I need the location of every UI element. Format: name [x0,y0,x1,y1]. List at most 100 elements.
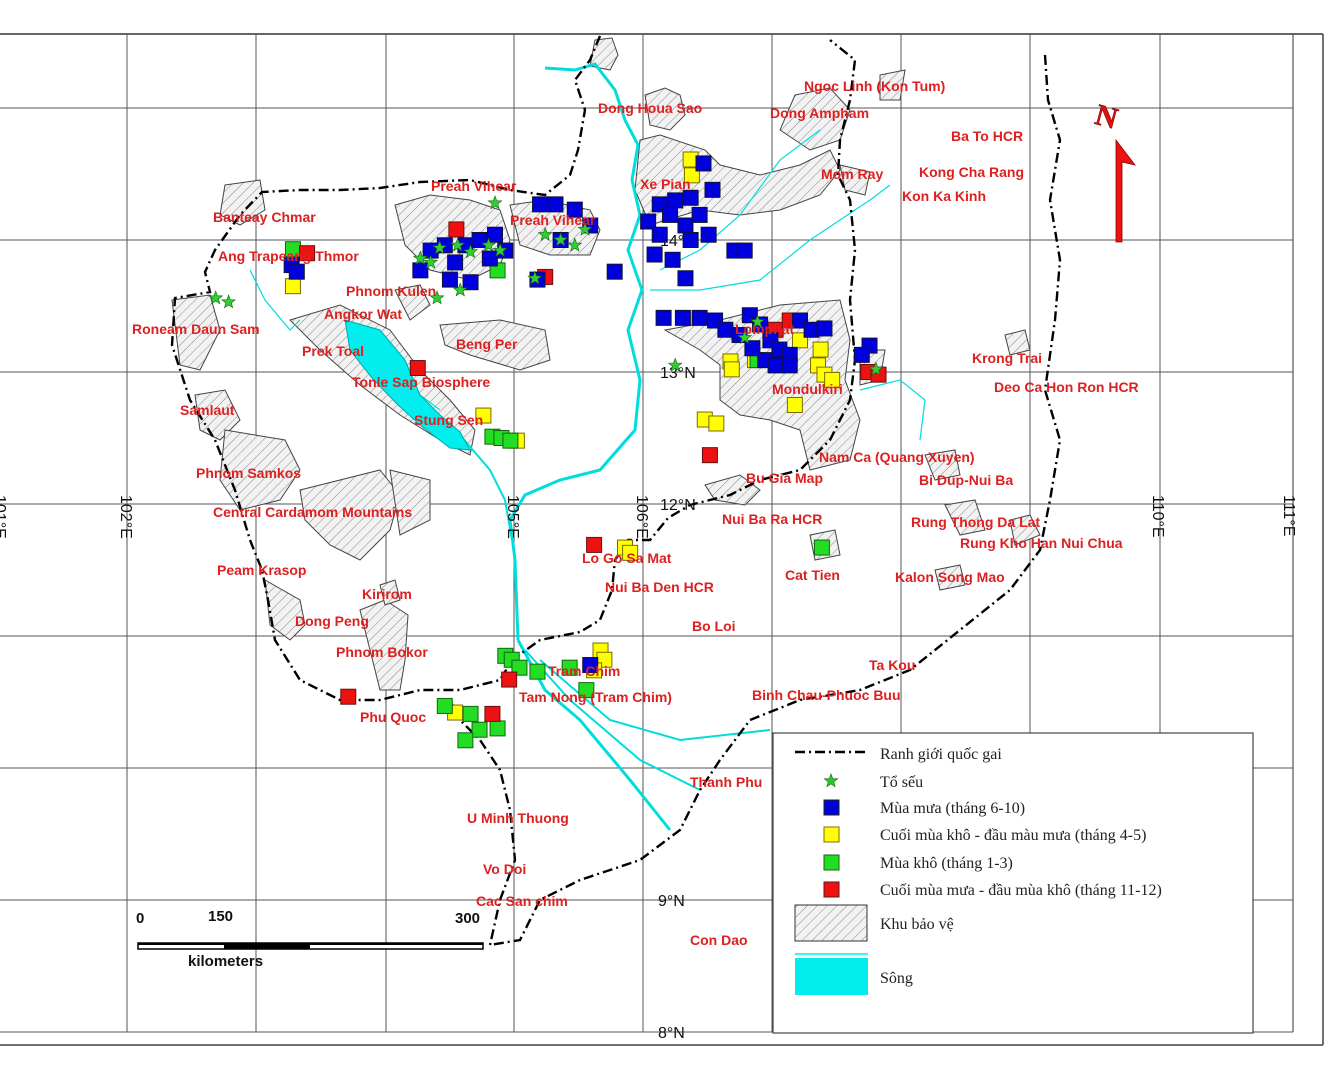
scale-tick-300: 300 [455,910,480,927]
marker-late-dry-season [812,341,829,358]
place-label: Ngoc Linh (Kon Tum) [804,78,945,94]
marker-late-dry-season [475,407,492,424]
star-icon [463,244,479,259]
marker-late-rainy-season [299,245,316,262]
place-label: Banteay Chmar [213,209,316,225]
scale-bar: 0 150 300 kilometers [136,908,484,970]
star-icon [429,290,445,305]
place-label: Preah Vihear [431,178,517,194]
marker-rainy-season [532,196,549,213]
place-label: Central Cardamom Mountains [213,504,412,520]
legend-item-rainy: Mùa mưa (tháng 6-10) [823,799,1025,817]
place-label: Roneam Daun Sam [132,321,260,337]
marker-rainy-season [288,263,305,280]
lon-label-101: 101°E [0,495,8,539]
place-label: Stung Sen [414,412,483,428]
marker-dry-season [457,732,474,749]
marker-rainy-season [582,657,599,674]
place-label: Rung Kho Han Nui Chua [960,535,1123,551]
place-label: Dong Peng [295,613,369,629]
place-label: Prek Toal [302,343,364,359]
star-icon [450,237,466,252]
marker-rainy-season [695,155,712,172]
place-label: Ba To HCR [951,128,1023,144]
place-label: Tonle Sap Biosphere [352,374,490,390]
marker-late-dry-season [284,278,301,295]
north-arrow-label: N [1092,98,1122,136]
national-border [170,35,1062,947]
marker-rainy-season [781,357,798,374]
place-label: Krong Trai [972,350,1042,366]
legend-item-late-dry: Cuối mùa khô - đầu màu mưa (tháng 4-5) [823,826,1146,844]
marker-late-dry-season [622,544,639,561]
marker-rainy-season [646,246,663,263]
star-icon [208,290,224,305]
marker-rainy-season [447,254,464,271]
marker-late-dry-season [683,167,700,184]
legend-label: Cuối mùa mưa - đầu mùa khô (tháng 11-12) [880,882,1162,899]
place-label: Thanh Phu [690,774,762,790]
marker-rainy-season [682,189,699,206]
marker-rainy-season [655,309,672,326]
place-label: Cac San chim [476,893,568,909]
marker-late-dry-season [786,397,803,413]
legend-item-dry: Mùa khô (tháng 1-3) [823,854,1013,872]
place-label: Peam Krasop [217,562,306,578]
star-icon [567,237,583,252]
marker-late-rainy-season [409,360,426,377]
place-label: Tam Nong (Tram Chim) [519,689,672,705]
star-icon [868,361,884,376]
place-label: Binh Chau-Phuoc Buu [752,687,901,703]
marker-rainy-season [462,274,479,291]
legend-label: Mùa mưa (tháng 6-10) [880,800,1025,817]
legend-item-nest: Tổ sếu [823,773,923,791]
place-label: Tram Chim [548,663,620,679]
marker-rainy-season [566,201,583,218]
star-icon [537,226,553,242]
marker-rainy-season [700,226,717,243]
marker-late-rainy-season [484,705,501,722]
lat-label-9: 9°N [658,893,685,910]
legend: Ranh giới quốc gai Tổ sếu Mùa mưa (tháng… [772,732,1254,1034]
legend-label: Cuối mùa khô - đầu màu mưa (tháng 4-5) [880,827,1146,844]
marker-rainy-season [677,217,694,234]
marker-rainy-season [767,357,784,374]
marker-rainy-season [853,346,870,363]
lon-label-106: 106°E [633,495,650,539]
marker-late-dry-season [824,371,841,388]
marker-dry-season [489,720,506,737]
place-labels: Ngoc Linh (Kon Tum) Dong Houa Sao Dong Amp… [132,78,1139,948]
scale-tick-150: 150 [208,908,233,925]
star-icon [667,357,683,372]
grid-labels: 101°E 102°E 105°E 106°E 110°E 111°E 14°N… [0,233,1297,1042]
star-icon [487,195,503,210]
marker-rainy-season [651,226,668,243]
marker-rainy-season [717,321,734,338]
place-label: Deo Ca Hon Ron HCR [994,379,1139,395]
marker-rainy-season [481,250,498,267]
star-icon [492,242,508,257]
place-label: Vo Doi [483,861,526,877]
star-icon [823,773,839,788]
marker-rainy-season [674,309,691,326]
marker-dry-season [529,663,546,680]
place-label: Nui Ba Den HCR [605,579,714,595]
marker-rainy-season [664,251,681,268]
marker-dry-season [561,659,578,676]
place-label: Lomphat [735,321,794,337]
lat-label-8: 8°N [658,1025,685,1042]
marker-rainy-season [441,271,458,288]
marker-rainy-season [704,181,721,198]
place-label: Con Dao [690,932,748,948]
place-label: Nam Ca (Quang Xuyen) [819,449,975,465]
marker-late-dry-season [708,415,725,432]
place-label: Kon Ka Kinh [902,188,986,204]
place-label: Phnom Kulen [346,283,436,299]
place-label: Angkor Wat [324,306,402,322]
place-label: Dong Houa Sao [598,100,702,116]
marker-late-dry-season [723,361,740,378]
star-icon [452,282,468,297]
place-label: Kalon Song Mao [895,569,1005,585]
star-icon [221,294,237,309]
